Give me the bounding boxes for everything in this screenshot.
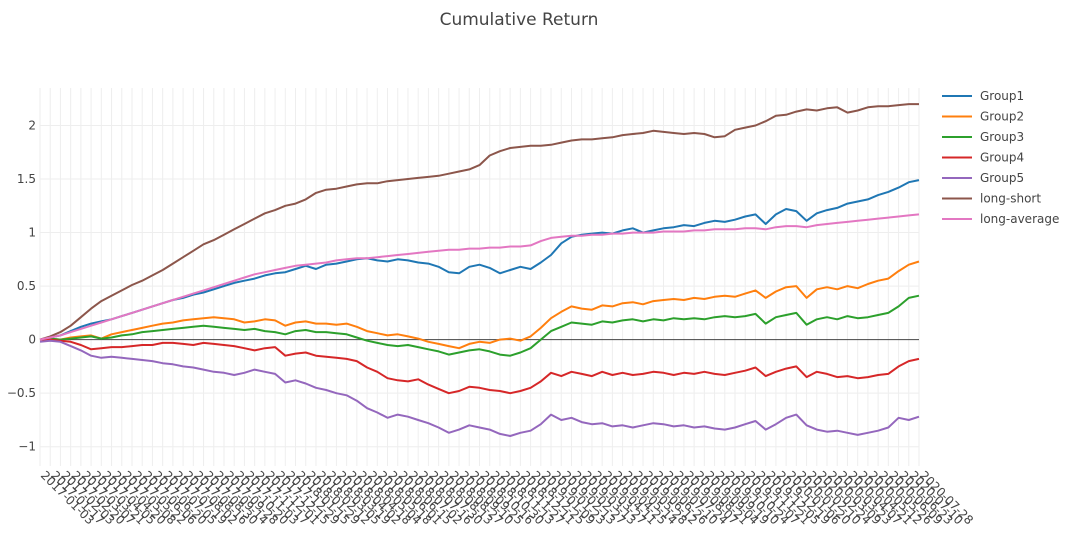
y-tick-label: 1.5: [17, 172, 36, 186]
series-line-group1: [39, 179, 920, 341]
series-line-group4: [40, 338, 920, 395]
legend-item-long-short[interactable]: long-short: [942, 192, 1041, 206]
y-tick-labels: −1 −0.5 0 0.5 1 1.5 2: [7, 118, 36, 453]
legend-label: Group4: [980, 151, 1024, 165]
series-line-long-average: [39, 213, 920, 341]
y-tick-label: −1: [18, 440, 36, 454]
chart-title: Cumulative Return: [440, 10, 599, 30]
legend-label: Group3: [980, 130, 1024, 144]
legend-label: Group2: [980, 110, 1024, 124]
y-tick-label: 1: [28, 226, 36, 240]
y-gridlines: [40, 124, 919, 448]
series-line-long-short: [39, 103, 919, 341]
legend-item-group3[interactable]: Group3: [942, 130, 1024, 144]
legend-label: long-average: [980, 212, 1059, 226]
legend-label: long-short: [980, 192, 1041, 206]
legend-item-group1[interactable]: Group1: [942, 89, 1024, 103]
y-tick-label: −0.5: [7, 386, 36, 400]
y-tick-label: 0.5: [17, 279, 36, 293]
legend-item-group2[interactable]: Group2: [942, 110, 1024, 124]
series-line-group2: [39, 260, 920, 350]
legend-item-group5[interactable]: Group5: [942, 171, 1024, 185]
legend-item-long-average[interactable]: long-average: [942, 212, 1059, 226]
legend-item-group4[interactable]: Group4: [942, 151, 1024, 165]
x-gridlines: [39, 88, 920, 466]
x-tick-labels: 2017-01-032017-01-172017-02-032017-02-20…: [38, 468, 976, 527]
series-lines: [39, 103, 920, 437]
legend-label: Group5: [980, 171, 1024, 185]
legend-label: Group1: [980, 89, 1024, 103]
y-tick-label: 0: [28, 333, 36, 347]
series-line-group3: [39, 294, 920, 357]
series-line-group5: [39, 339, 920, 437]
y-tick-label: 2: [28, 118, 36, 132]
legend[interactable]: Group1 Group2 Group3 Group4 Group5 long-short…: [942, 89, 1059, 226]
plot-area: [40, 88, 926, 466]
